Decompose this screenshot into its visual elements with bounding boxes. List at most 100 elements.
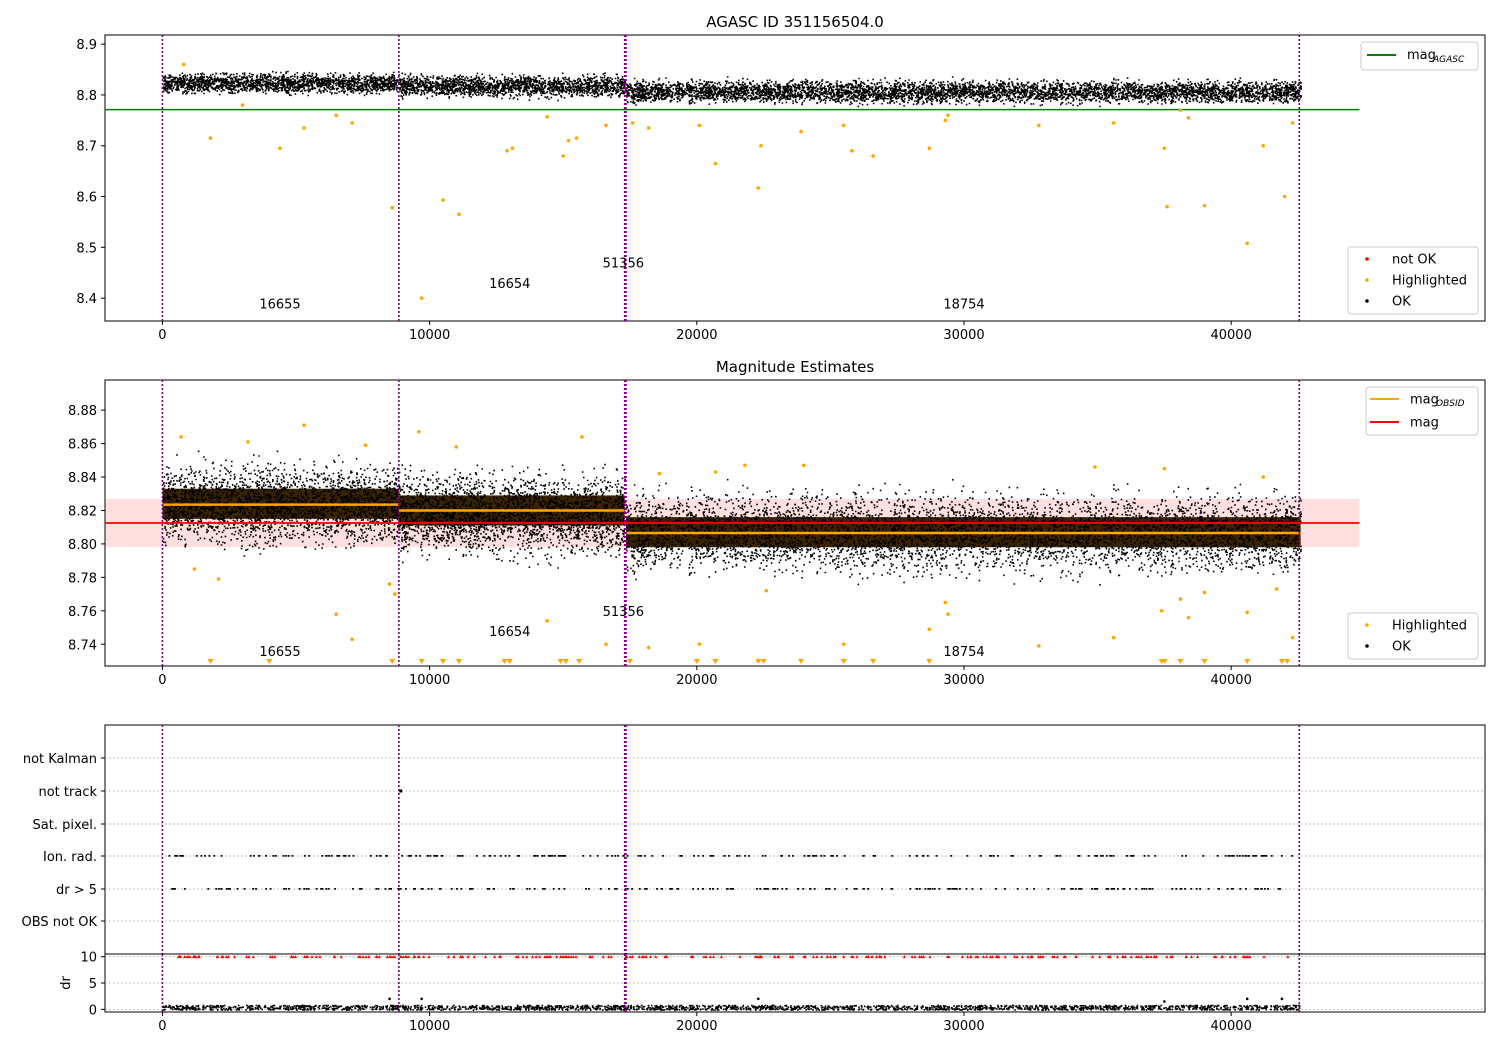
dr-y-tick-label: 5 — [89, 977, 97, 992]
estimates-highlighted-point — [1186, 615, 1191, 620]
legend-mag-agasc-label: mag — [1407, 48, 1436, 63]
agasc-highlighted-point — [759, 143, 763, 148]
agasc-highlighted-point — [390, 205, 395, 210]
agasc-highlighted-point — [697, 123, 702, 128]
agasc-highlighted-point — [713, 161, 718, 166]
agasc-y-tick-label: 8.4 — [76, 292, 97, 307]
agasc-ok-points — [626, 76, 1302, 108]
estimates-clipped-marker — [870, 659, 877, 664]
estimates-clipped-marker — [389, 659, 396, 664]
legend-label-ok: OK — [1392, 295, 1411, 310]
agasc-highlighted-point — [849, 149, 854, 153]
estimates-highlighted-point — [363, 443, 368, 448]
estimates-highlighted-point — [943, 600, 948, 605]
estimates-clipped-marker — [418, 659, 425, 664]
dr-x-tick-label: 20000 — [676, 1019, 717, 1034]
estimates-highlighted-point — [1159, 609, 1164, 613]
agasc-highlighted-point — [278, 146, 282, 151]
estimates-clipped-marker — [1177, 659, 1184, 664]
dr-outlier-point — [388, 997, 391, 1001]
estimates-highlighted-point — [713, 470, 718, 474]
agasc-highlighted-point — [630, 121, 635, 125]
dr-x-tick-label: 30000 — [943, 1019, 984, 1034]
estimates-clipped-marker — [840, 659, 847, 664]
dr-x-tick-label: 40000 — [1210, 1019, 1251, 1034]
estimates-clipped-marker — [1284, 659, 1291, 664]
agasc-highlighted-point — [302, 126, 306, 130]
agasc-highlighted-point — [1282, 194, 1287, 199]
legend-line-label: mag — [1410, 393, 1439, 408]
estimates-clipped-marker — [576, 659, 583, 664]
dr-axis-label: dr — [59, 976, 74, 990]
estimates-y-tick-label: 8.88 — [68, 404, 97, 419]
estimates-clipped-marker — [562, 659, 569, 664]
estimates-clipped-marker — [1201, 659, 1208, 664]
agasc-highlighted-point — [871, 154, 875, 158]
agasc-highlighted-point — [799, 129, 803, 134]
agasc-highlighted-point — [334, 113, 338, 118]
dr-outlier-point — [1163, 1000, 1166, 1003]
estimates-clipped-marker — [926, 659, 933, 664]
estimates-highlighted-point — [179, 435, 183, 439]
estimates-highlighted-point — [646, 645, 651, 650]
agasc-x-tick-label: 40000 — [1210, 328, 1251, 343]
estimates-highlighted-point — [302, 423, 306, 427]
estimates-clipped-marker — [266, 659, 273, 664]
agasc-y-tick-label: 8.7 — [76, 140, 97, 155]
estimates-highlighted-point — [841, 642, 846, 647]
estimates-y-tick-label: 8.84 — [68, 471, 97, 486]
agasc-obsid-label: 51356 — [603, 257, 644, 272]
agasc-highlighted-point — [1245, 241, 1250, 246]
dr-y-tick-label: 0 — [89, 1003, 97, 1018]
agasc-highlighted-point — [419, 296, 424, 300]
estimates-highlighted-point — [1037, 644, 1041, 648]
agasc-highlighted-point — [1037, 123, 1041, 128]
estimates-obsid-label: 51356 — [603, 605, 644, 620]
agasc-x-tick-label: 10000 — [409, 328, 450, 343]
agasc-highlighted-point — [604, 123, 608, 128]
dr-outlier-point — [1280, 997, 1284, 1001]
agasc-highlighted-point — [566, 138, 571, 143]
estimates-highlighted-point — [454, 445, 459, 449]
estimates-highlighted-point — [350, 637, 354, 642]
estimates-highlighted-point — [1178, 597, 1183, 601]
estimates-highlighted-point — [1245, 610, 1250, 615]
estimates-y-tick-label: 8.80 — [68, 538, 97, 553]
estimates-clipped-marker — [760, 659, 767, 664]
legend-label-highlighted: Highlighted — [1392, 619, 1467, 634]
agasc-y-tick-label: 8.8 — [76, 89, 97, 104]
agasc-frame — [104, 34, 1486, 322]
agasc-highlighted-point — [1202, 203, 1207, 208]
estimates-x-tick-label: 20000 — [676, 673, 717, 688]
legend-mag-agasc — [1360, 41, 1479, 71]
agasc-highlighted-point — [240, 103, 245, 107]
legend-swatch-highlighted — [1365, 623, 1369, 627]
estimates-clipped-marker — [1161, 659, 1168, 664]
agasc-x-tick-label: 20000 — [676, 328, 717, 343]
flag-label: dr > 5 — [56, 883, 97, 898]
legend-point-types-estimates — [1347, 612, 1479, 660]
flag-label: not track — [38, 785, 97, 800]
estimates-obsid-label: 16655 — [259, 645, 300, 660]
flag-label: Ion. rad. — [43, 850, 97, 865]
agasc-x-tick-label: 0 — [158, 328, 166, 343]
estimates-clipped-marker — [1278, 659, 1285, 664]
flags-panel: not Kalman not track Sat. pixel. Ion. rad. d… — [22, 724, 1486, 955]
estimates-highlighted-point — [387, 582, 392, 586]
estimates-highlighted-point — [580, 435, 584, 439]
legend-point-types — [1347, 246, 1479, 315]
estimates-highlighted-point — [657, 471, 662, 476]
agasc-x-tick-label: 30000 — [943, 328, 984, 343]
estimates-panel: 16655 16654 51356 18754 8.74 8.76 8.78 8.80 8.82… — [68, 379, 1486, 688]
estimates-clipped-marker — [712, 659, 719, 664]
flags-frame — [104, 724, 1486, 955]
chart-title-magnitude-estimates: Magnitude Estimates — [716, 358, 874, 376]
estimates-y-tick-label: 8.74 — [68, 638, 97, 653]
agasc-ok-points — [398, 72, 627, 102]
agasc-highlighted-point — [208, 136, 213, 140]
legend-line-label: mag — [1410, 416, 1439, 431]
estimates-x-tick-label: 40000 — [1210, 673, 1251, 688]
estimates-x-tick-label: 30000 — [943, 673, 984, 688]
agasc-y-tick-label: 8.5 — [76, 241, 97, 256]
estimates-highlighted-point — [545, 619, 549, 623]
